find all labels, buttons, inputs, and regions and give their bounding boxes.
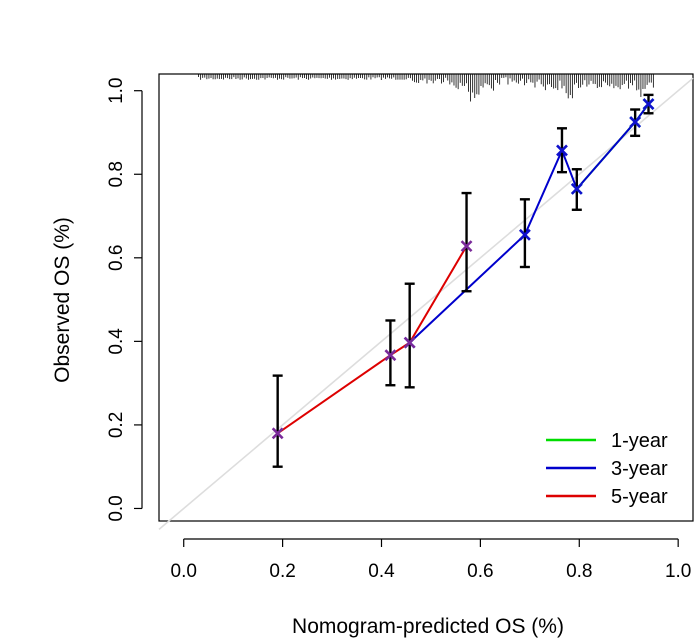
y-tick-label: 0.2	[106, 412, 127, 438]
x-tick-label: 0.0	[171, 561, 197, 582]
reference-line	[158, 77, 694, 530]
point-marker-3-year	[556, 144, 568, 157]
plot-frame	[158, 73, 694, 522]
point-marker-5-year	[384, 349, 397, 362]
legend-label: 1-year	[611, 430, 668, 452]
legend-item-3-year: 3-year	[546, 458, 668, 480]
y-axis: 0.0 0.2 0.4 0.6 0.8 1.0	[106, 77, 143, 522]
series-lines	[277, 103, 650, 435]
point-marker-5-year	[460, 240, 473, 253]
x-axis: 0.0 0.2 0.4 0.6 0.8 1.0	[171, 538, 691, 582]
point-marker-3-year	[629, 116, 642, 128]
legend: 1-year 3-year 5-year	[546, 430, 668, 508]
y-tick-label: 0.6	[106, 245, 127, 271]
legend-label: 3-year	[611, 458, 668, 480]
plot-border	[158, 73, 694, 522]
x-tick-label: 0.4	[368, 561, 395, 582]
error-bar	[272, 374, 283, 468]
x-tick-label: 0.6	[467, 561, 493, 582]
legend-item-1-year: 1-year	[546, 430, 668, 452]
x-tick-label: 0.8	[566, 561, 592, 582]
legend-label: 5-year	[611, 486, 668, 508]
y-tick-label: 0.0	[106, 495, 127, 521]
error-bar	[461, 191, 472, 293]
error-bar	[404, 282, 415, 389]
y-axis-title: Observed OS (%)	[51, 217, 74, 383]
point-marker-5-year	[271, 427, 284, 440]
point-marker-5-year	[403, 336, 416, 349]
series-line-5-year	[277, 245, 468, 435]
y-tick-label: 1.0	[106, 77, 127, 103]
series-line-3-year	[409, 103, 650, 344]
point-markers	[271, 98, 655, 440]
point-marker-3-year	[570, 182, 583, 195]
y-tick-label: 0.8	[106, 161, 127, 187]
error-bar	[385, 319, 396, 387]
point-marker-3-year	[518, 228, 531, 241]
reference-diagonal	[158, 77, 694, 530]
x-tick-label: 1.0	[665, 561, 691, 582]
top-rug	[198, 74, 654, 102]
point-marker-3-year	[642, 98, 655, 110]
legend-item-5-year: 5-year	[546, 486, 668, 508]
x-tick-label: 0.2	[269, 561, 295, 582]
y-tick-label: 0.4	[106, 328, 127, 355]
error-bars	[272, 93, 654, 468]
x-axis-title: Nomogram-predicted OS (%)	[292, 615, 564, 638]
